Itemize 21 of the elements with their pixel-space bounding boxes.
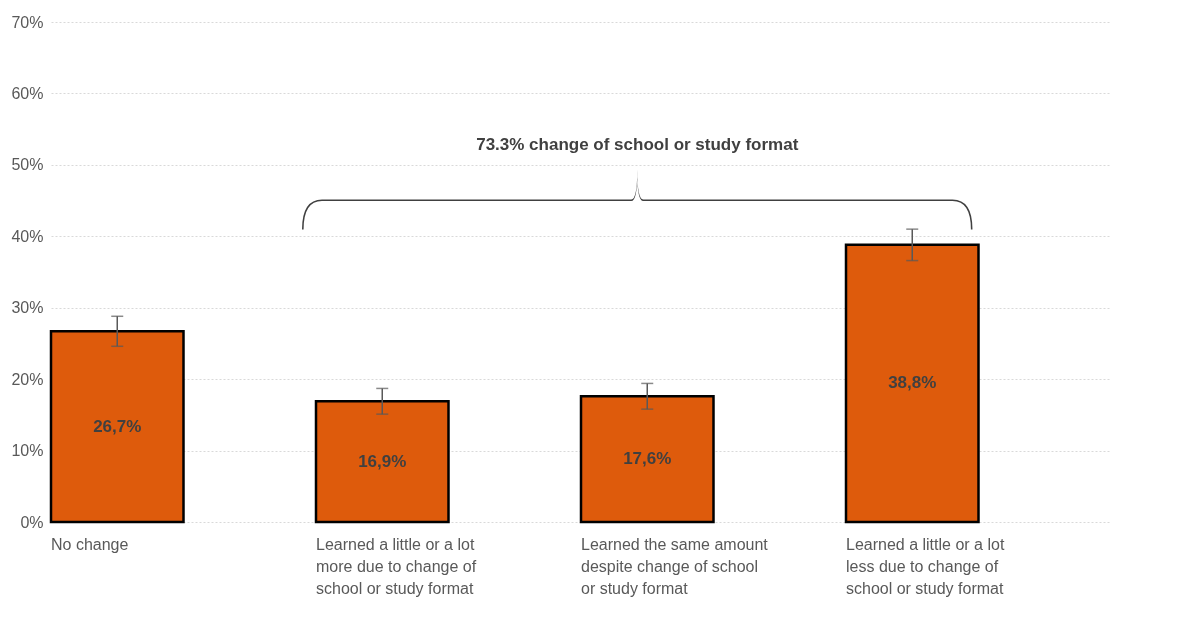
y-tick-label: 0% xyxy=(20,513,44,531)
bar xyxy=(49,330,185,524)
y-tick-label: 70% xyxy=(11,13,44,31)
data-label: 16,9% xyxy=(358,451,407,471)
y-tick-label: 10% xyxy=(11,442,44,460)
y-tick-label: 30% xyxy=(11,299,44,317)
x-tick-label: Learned a little or a lot less due to change of school or study format xyxy=(846,535,1005,597)
bar xyxy=(579,395,715,524)
x-tick-label: Learned the same amount despite change of school or study format xyxy=(581,535,769,597)
data-label: 17,6% xyxy=(623,449,672,469)
bar xyxy=(314,400,450,524)
bar xyxy=(844,243,980,524)
data-label: 38,8% xyxy=(888,373,937,393)
annotation: 73.3% change of school or study format xyxy=(476,134,799,154)
y-tick-label: 40% xyxy=(11,227,44,245)
x-tick-label: No change xyxy=(51,535,129,553)
x-tick-label: Learned a little or a lot more due to change of school or study format xyxy=(316,535,477,597)
data-label: 26,7% xyxy=(93,416,142,436)
y-tick-label: 50% xyxy=(11,156,44,174)
y-tick-label: 60% xyxy=(11,84,44,102)
y-tick-label: 20% xyxy=(11,370,44,388)
